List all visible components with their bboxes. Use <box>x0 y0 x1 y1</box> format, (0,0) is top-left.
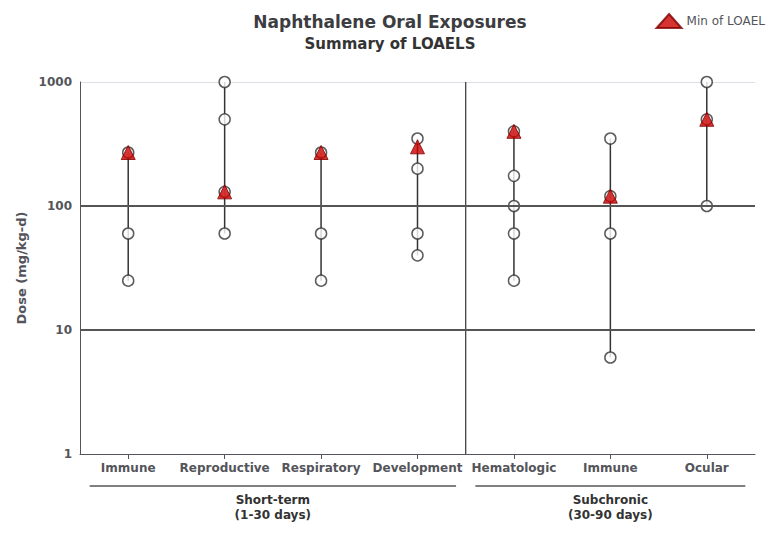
svg-text:Hematologic: Hematologic <box>471 461 556 475</box>
svg-text:(30-90 days): (30-90 days) <box>568 508 653 522</box>
svg-text:Reproductive: Reproductive <box>180 461 270 475</box>
svg-text:Summary of LOAELS: Summary of LOAELS <box>305 35 476 53</box>
svg-text:Immune: Immune <box>583 461 638 475</box>
svg-text:Ocular: Ocular <box>685 461 729 475</box>
svg-text:Subchronic: Subchronic <box>573 493 648 507</box>
svg-text:Dose (mg/kg-d): Dose (mg/kg-d) <box>14 212 29 325</box>
svg-text:Min of LOAEL: Min of LOAEL <box>687 14 766 28</box>
svg-text:100: 100 <box>47 199 72 213</box>
svg-text:Immune: Immune <box>101 461 156 475</box>
svg-text:10: 10 <box>55 323 72 337</box>
svg-text:1000: 1000 <box>39 75 72 89</box>
svg-text:Naphthalene Oral Exposures: Naphthalene Oral Exposures <box>253 12 526 32</box>
svg-text:1: 1 <box>64 447 72 461</box>
svg-text:Short-term: Short-term <box>236 493 310 507</box>
svg-text:(1-30 days): (1-30 days) <box>235 508 311 522</box>
svg-text:Respiratory: Respiratory <box>282 461 361 475</box>
svg-text:Development: Development <box>373 461 463 475</box>
